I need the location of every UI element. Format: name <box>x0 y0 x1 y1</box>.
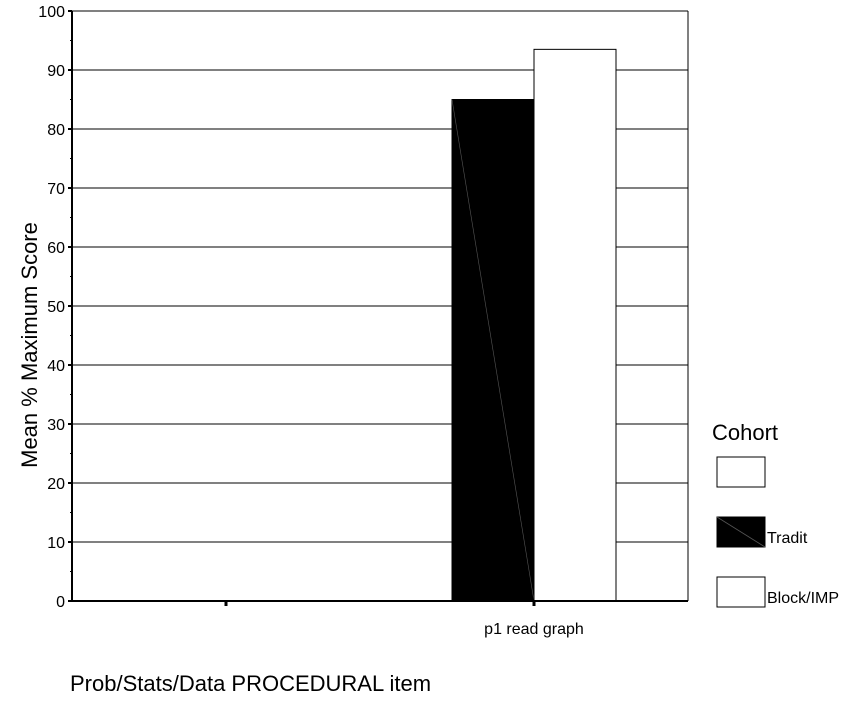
legend-swatch <box>716 456 766 488</box>
legend-swatch-pattern <box>716 516 766 548</box>
legend-label: Block/IMP <box>767 590 839 607</box>
legend: Cohort Tradit Block/IMP <box>712 420 839 608</box>
y-tick-label: 90 <box>47 63 65 80</box>
legend-swatch <box>716 576 766 608</box>
y-tick-label: 40 <box>47 358 65 375</box>
axes <box>68 10 689 606</box>
x-tick-labels: p1 read graph <box>484 621 584 638</box>
bar <box>533 48 617 602</box>
y-tick-label: 60 <box>47 240 65 257</box>
y-tick-label: 20 <box>47 476 65 493</box>
y-tick-label: 70 <box>47 181 65 198</box>
bars <box>185 48 617 602</box>
y-axis-title: Mean % Maximum Score <box>17 222 42 468</box>
y-tick-label: 80 <box>47 122 65 139</box>
y-tick-label: 100 <box>38 4 65 21</box>
legend-title: Cohort <box>712 420 778 445</box>
y-tick-label: 0 <box>56 594 65 611</box>
x-tick-label: p1 read graph <box>484 621 584 638</box>
legend-label: Tradit <box>767 530 808 547</box>
bar-pattern-line <box>451 99 535 602</box>
y-tick-label: 50 <box>47 299 65 316</box>
y-tick-labels: 0 10 20 30 40 50 60 70 80 90 100 <box>38 4 65 611</box>
y-tick-label: 10 <box>47 535 65 552</box>
x-axis-title: Prob/Stats/Data PROCEDURAL item <box>70 671 431 696</box>
y-tick-label: 30 <box>47 417 65 434</box>
